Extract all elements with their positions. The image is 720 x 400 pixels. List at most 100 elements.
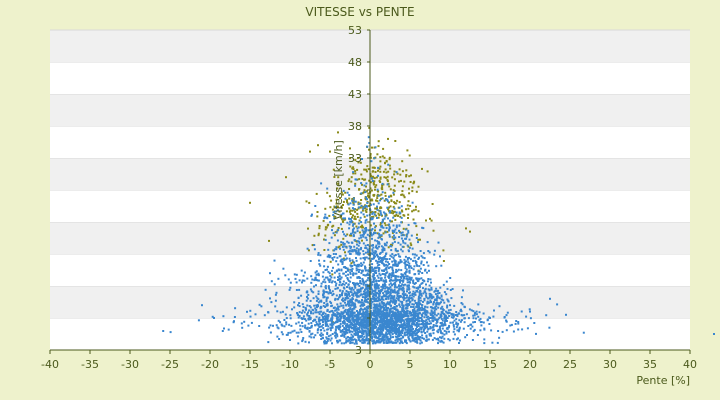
data-point	[391, 328, 394, 331]
data-point	[332, 323, 335, 326]
data-point	[308, 315, 311, 317]
data-point	[397, 214, 399, 217]
data-point	[369, 203, 372, 206]
data-point	[311, 332, 314, 335]
data-point	[387, 170, 390, 173]
data-point	[313, 234, 316, 237]
data-point	[396, 270, 399, 273]
data-point	[348, 188, 351, 190]
data-point	[308, 309, 311, 312]
data-point	[327, 335, 330, 338]
data-point	[353, 321, 356, 323]
data-point	[377, 320, 379, 323]
data-point	[391, 253, 394, 256]
data-point	[392, 298, 395, 301]
data-point	[424, 268, 427, 271]
data-point	[420, 328, 423, 330]
data-point	[349, 268, 352, 271]
data-point	[349, 202, 352, 205]
data-point	[398, 285, 401, 288]
data-point	[392, 336, 394, 339]
data-point	[319, 305, 322, 308]
data-point	[384, 294, 387, 297]
data-point	[409, 258, 412, 261]
data-point	[366, 310, 369, 313]
data-point	[422, 264, 425, 266]
data-point	[417, 313, 420, 316]
data-point	[374, 269, 377, 272]
data-point	[393, 229, 396, 232]
data-point	[353, 215, 356, 218]
data-point	[276, 335, 279, 338]
data-point	[367, 339, 370, 342]
data-point	[382, 312, 385, 315]
data-point	[414, 291, 417, 294]
data-point	[408, 238, 411, 241]
data-point	[327, 248, 330, 251]
data-point	[352, 316, 354, 319]
data-point	[342, 230, 344, 233]
data-point	[386, 330, 389, 333]
data-point	[419, 267, 422, 270]
data-point	[435, 302, 438, 304]
data-point	[384, 327, 387, 330]
data-point	[374, 171, 377, 173]
data-point	[347, 313, 350, 316]
data-point	[411, 314, 414, 316]
data-point	[386, 309, 388, 312]
data-point	[352, 201, 355, 204]
data-point	[380, 279, 383, 282]
data-point	[372, 175, 375, 178]
data-point	[473, 328, 476, 331]
data-point	[341, 297, 344, 300]
data-point	[360, 236, 363, 239]
data-point	[350, 245, 353, 248]
data-point	[404, 283, 407, 286]
data-point	[388, 315, 390, 318]
data-point	[386, 264, 389, 267]
data-point	[369, 224, 372, 227]
data-point	[375, 341, 378, 344]
data-point	[349, 247, 352, 250]
data-point	[391, 313, 393, 316]
data-point	[443, 291, 446, 294]
data-point	[360, 211, 363, 214]
x-tick-label: 15	[483, 358, 497, 371]
data-point	[412, 218, 415, 221]
data-point	[382, 147, 385, 150]
data-point	[478, 311, 481, 314]
data-point	[325, 342, 328, 345]
data-point	[463, 317, 466, 320]
data-point	[375, 199, 377, 202]
data-point	[334, 313, 337, 316]
data-point	[387, 246, 390, 249]
data-point	[306, 304, 309, 307]
data-point	[394, 260, 397, 263]
data-point	[431, 326, 434, 329]
data-point	[360, 225, 362, 228]
data-point	[388, 233, 391, 236]
data-point	[296, 312, 299, 314]
data-point	[282, 310, 284, 313]
data-point	[295, 331, 298, 334]
data-point	[367, 229, 370, 232]
data-point	[436, 330, 439, 333]
data-point	[357, 222, 360, 225]
data-point	[375, 316, 378, 318]
data-point	[352, 288, 355, 291]
data-point	[493, 309, 495, 312]
data-point	[326, 276, 329, 279]
data-point	[304, 306, 307, 309]
data-point	[367, 195, 370, 198]
data-point	[379, 274, 382, 277]
data-point	[383, 249, 386, 252]
data-point	[357, 268, 360, 271]
data-point	[294, 277, 297, 280]
data-point	[389, 318, 392, 321]
data-point	[317, 252, 320, 254]
data-point	[378, 338, 381, 341]
data-point	[381, 220, 384, 223]
data-point	[283, 325, 286, 328]
data-point	[325, 300, 328, 303]
data-point	[268, 326, 271, 329]
